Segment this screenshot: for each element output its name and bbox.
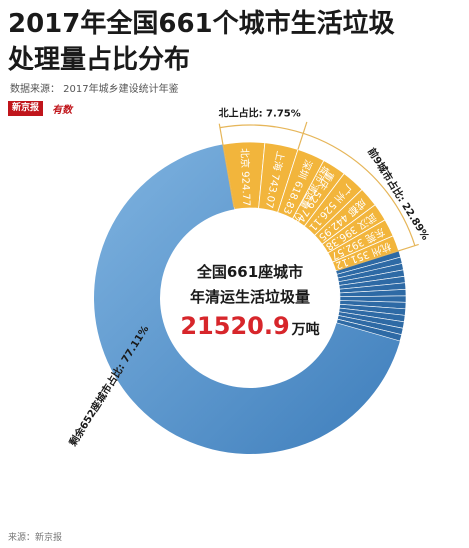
bs-divider	[297, 121, 308, 150]
top9-group-bracket	[219, 124, 416, 246]
title-line-2: 处理量占比分布	[8, 45, 191, 75]
slice-remaining-city	[336, 318, 402, 342]
slice-remaining-cities	[94, 144, 407, 454]
bs-share-label: 北上占比: 7.75%	[219, 106, 301, 119]
city-label: 北京 924.77	[238, 148, 253, 207]
brand-logo: 新京报 有数	[8, 98, 73, 116]
center-total: 21520.9 万吨	[170, 312, 330, 344]
brand-logo-main: 新京报	[8, 101, 44, 116]
data-source-note: 数据来源： 2017年城乡建设统计年鉴	[10, 84, 179, 95]
center-label-line-1: 全国661座城市	[196, 263, 304, 281]
footer-source: 来源：新京报	[8, 533, 63, 543]
group-divider	[337, 243, 419, 271]
title-line-1: 2017年全国661个城市生活垃圾	[8, 9, 395, 39]
center-label-line-2: 年清运生活垃圾量	[189, 288, 310, 306]
total-value: 21520.9	[180, 312, 290, 340]
brand-logo-sub: 有数	[52, 105, 73, 116]
chart-title: 2017年全国661个城市生活垃圾 处理量占比分布	[8, 6, 395, 78]
group-divider	[218, 123, 235, 208]
total-unit: 万吨	[291, 322, 320, 338]
